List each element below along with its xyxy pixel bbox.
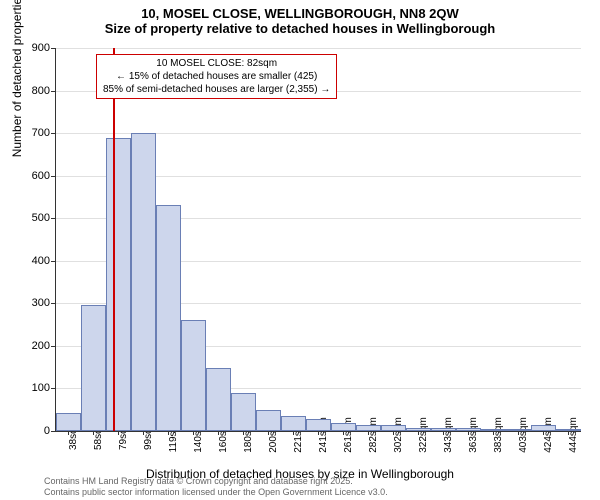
annotation-line1: 10 MOSEL CLOSE: 82sqm: [103, 57, 330, 70]
histogram-bar: [231, 393, 256, 431]
y-tick-label: 700: [10, 127, 50, 139]
y-tick-label: 0: [10, 425, 50, 437]
histogram-bar: [456, 428, 481, 431]
y-tick-label: 400: [10, 255, 50, 267]
chart-title-sub: Size of property relative to detached ho…: [0, 21, 600, 40]
histogram-bar: [181, 320, 206, 431]
y-tick-label: 900: [10, 42, 50, 54]
chart-title-main: 10, MOSEL CLOSE, WELLINGBOROUGH, NN8 2QW: [0, 0, 600, 21]
histogram-bar: [556, 429, 581, 431]
histogram-bar: [81, 305, 106, 431]
y-tick-label: 200: [10, 340, 50, 352]
histogram-bar: [106, 138, 131, 431]
annotation-box: 10 MOSEL CLOSE: 82sqm ← 15% of detached …: [96, 54, 337, 99]
histogram-bar: [131, 133, 156, 431]
annotation-line2: ← 15% of detached houses are smaller (42…: [103, 70, 330, 83]
y-tick-label: 600: [10, 170, 50, 182]
histogram-bar: [281, 416, 306, 431]
histogram-bar: [406, 428, 431, 431]
y-tick-label: 300: [10, 297, 50, 309]
y-tick-label: 500: [10, 212, 50, 224]
footer-attribution: Contains HM Land Registry data © Crown c…: [44, 476, 388, 498]
histogram-bar: [306, 419, 331, 431]
histogram-bar: [431, 428, 456, 431]
footer-line1: Contains HM Land Registry data © Crown c…: [44, 476, 388, 487]
property-marker-line: [113, 48, 115, 431]
plot-area: 10 MOSEL CLOSE: 82sqm ← 15% of detached …: [55, 48, 581, 432]
histogram-bar: [56, 413, 81, 431]
histogram-bar: [481, 429, 506, 431]
y-tick-label: 100: [10, 382, 50, 394]
y-tick-label: 800: [10, 85, 50, 97]
histogram-bar: [156, 205, 181, 431]
histogram-bar: [356, 425, 381, 431]
histogram-bar: [506, 429, 531, 431]
annotation-line3: 85% of semi-detached houses are larger (…: [103, 83, 330, 96]
histogram-bar: [331, 423, 356, 432]
footer-line2: Contains public sector information licen…: [44, 487, 388, 498]
chart-container: 10, MOSEL CLOSE, WELLINGBOROUGH, NN8 2QW…: [0, 0, 600, 500]
gridline: [56, 48, 581, 49]
histogram-bar: [381, 425, 406, 431]
histogram-bar: [206, 368, 231, 431]
histogram-bar: [531, 425, 556, 431]
histogram-bar: [256, 410, 281, 431]
